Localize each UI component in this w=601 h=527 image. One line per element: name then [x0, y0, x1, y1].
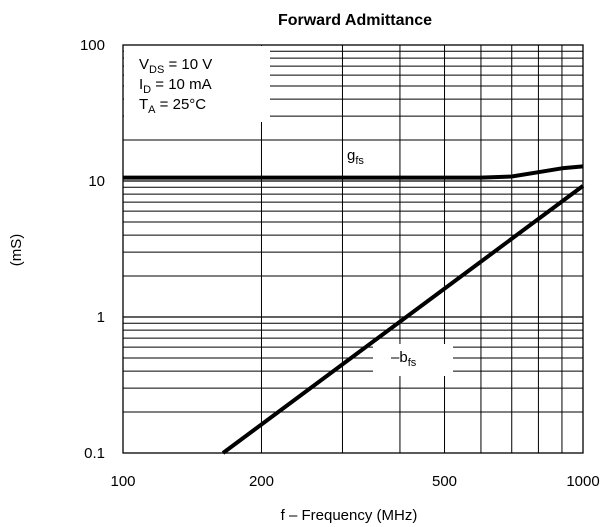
- conditions-box-background: [124, 46, 270, 122]
- y-tick-label: 10: [88, 173, 105, 190]
- series-label-bfs: –bfs: [391, 349, 417, 369]
- chart-title: Forward Admittance: [278, 12, 432, 29]
- condition-vds: VDS = 10 V: [139, 56, 212, 76]
- series-line-bfs: [221, 184, 585, 455]
- x-tick-label: 100: [110, 473, 135, 490]
- y-axis-label: (mS): [8, 234, 25, 267]
- x-axis-label: f – Frequency (MHz): [281, 507, 418, 524]
- gfs-label-background: [343, 146, 373, 168]
- y-tick-label: 0.1: [84, 445, 105, 462]
- plot-frame: [122, 44, 584, 454]
- condition-id: ID = 10 mA: [139, 76, 212, 96]
- y-tick-label: 100: [80, 37, 105, 54]
- x-tick-label: 500: [432, 473, 457, 490]
- series-group: [123, 164, 585, 455]
- x-tick-label: 1000: [566, 473, 599, 490]
- bfs-label-background: [373, 344, 453, 376]
- tick-labels: 100 200 500 1000 0.1 1 10 100: [80, 37, 600, 490]
- x-tick-label: 200: [249, 473, 274, 490]
- y-tick-label: 1: [97, 309, 105, 326]
- grid: [123, 45, 583, 453]
- series-line-gfs: [123, 164, 584, 180]
- series-label-gfs: gfs: [347, 147, 364, 167]
- condition-ta: TA = 25°C: [139, 96, 206, 116]
